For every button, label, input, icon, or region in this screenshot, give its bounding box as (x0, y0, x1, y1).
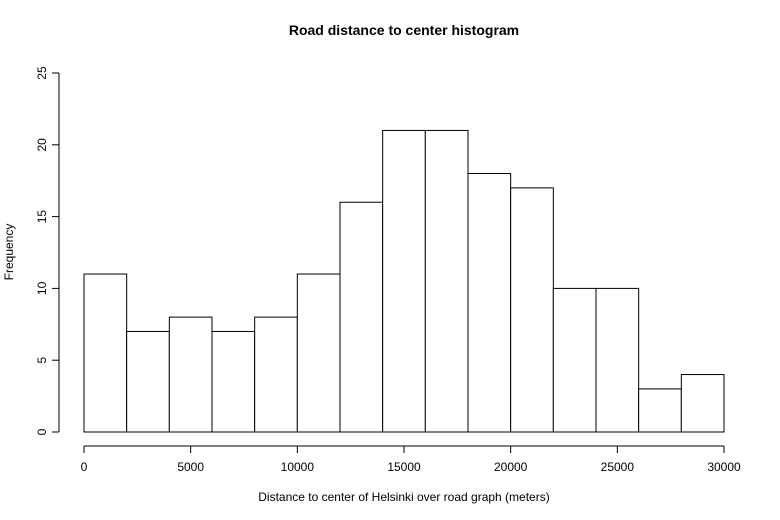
x-axis: 0 5000 10000 15000 20000 25000 30000 (81, 445, 741, 474)
histogram-bar (296, 273, 341, 433)
histogram-bar (424, 129, 469, 433)
x-tick-label: 25000 (601, 460, 635, 474)
histogram-bar (126, 330, 170, 433)
histogram-bar (467, 173, 512, 433)
histogram-bar (680, 374, 725, 433)
y-tick-label: 20 (35, 138, 49, 152)
x-tick-label: 0 (81, 460, 88, 474)
y-axis-label: Frequency (2, 224, 16, 281)
bars-group (83, 129, 725, 433)
chart-title: Road distance to center histogram (289, 22, 519, 38)
y-tick-label: 0 (35, 428, 49, 435)
histogram-bar (552, 287, 597, 433)
histogram-bar (211, 330, 256, 433)
histogram-bar (83, 273, 128, 433)
y-tick-label: 15 (35, 210, 49, 224)
y-tick-label: 5 (35, 357, 49, 364)
x-tick-label: 30000 (707, 460, 741, 474)
x-tick-label: 20000 (494, 460, 528, 474)
x-tick-label: 10000 (281, 460, 315, 474)
y-tick-label: 10 (35, 281, 49, 295)
x-tick-label: 5000 (177, 460, 204, 474)
histogram-bar (168, 316, 213, 433)
y-axis: 0 5 10 15 20 25 (35, 66, 60, 435)
histogram-bar (339, 201, 384, 433)
histogram-bar (254, 316, 298, 433)
y-tick-label: 25 (35, 66, 49, 80)
x-axis-label: Distance to center of Helsinki over road… (258, 490, 549, 504)
x-tick-label: 15000 (387, 460, 421, 474)
histogram-bar (638, 388, 682, 433)
histogram-bar (510, 187, 554, 433)
histogram-bar (382, 129, 426, 433)
histogram-bar (595, 287, 640, 433)
